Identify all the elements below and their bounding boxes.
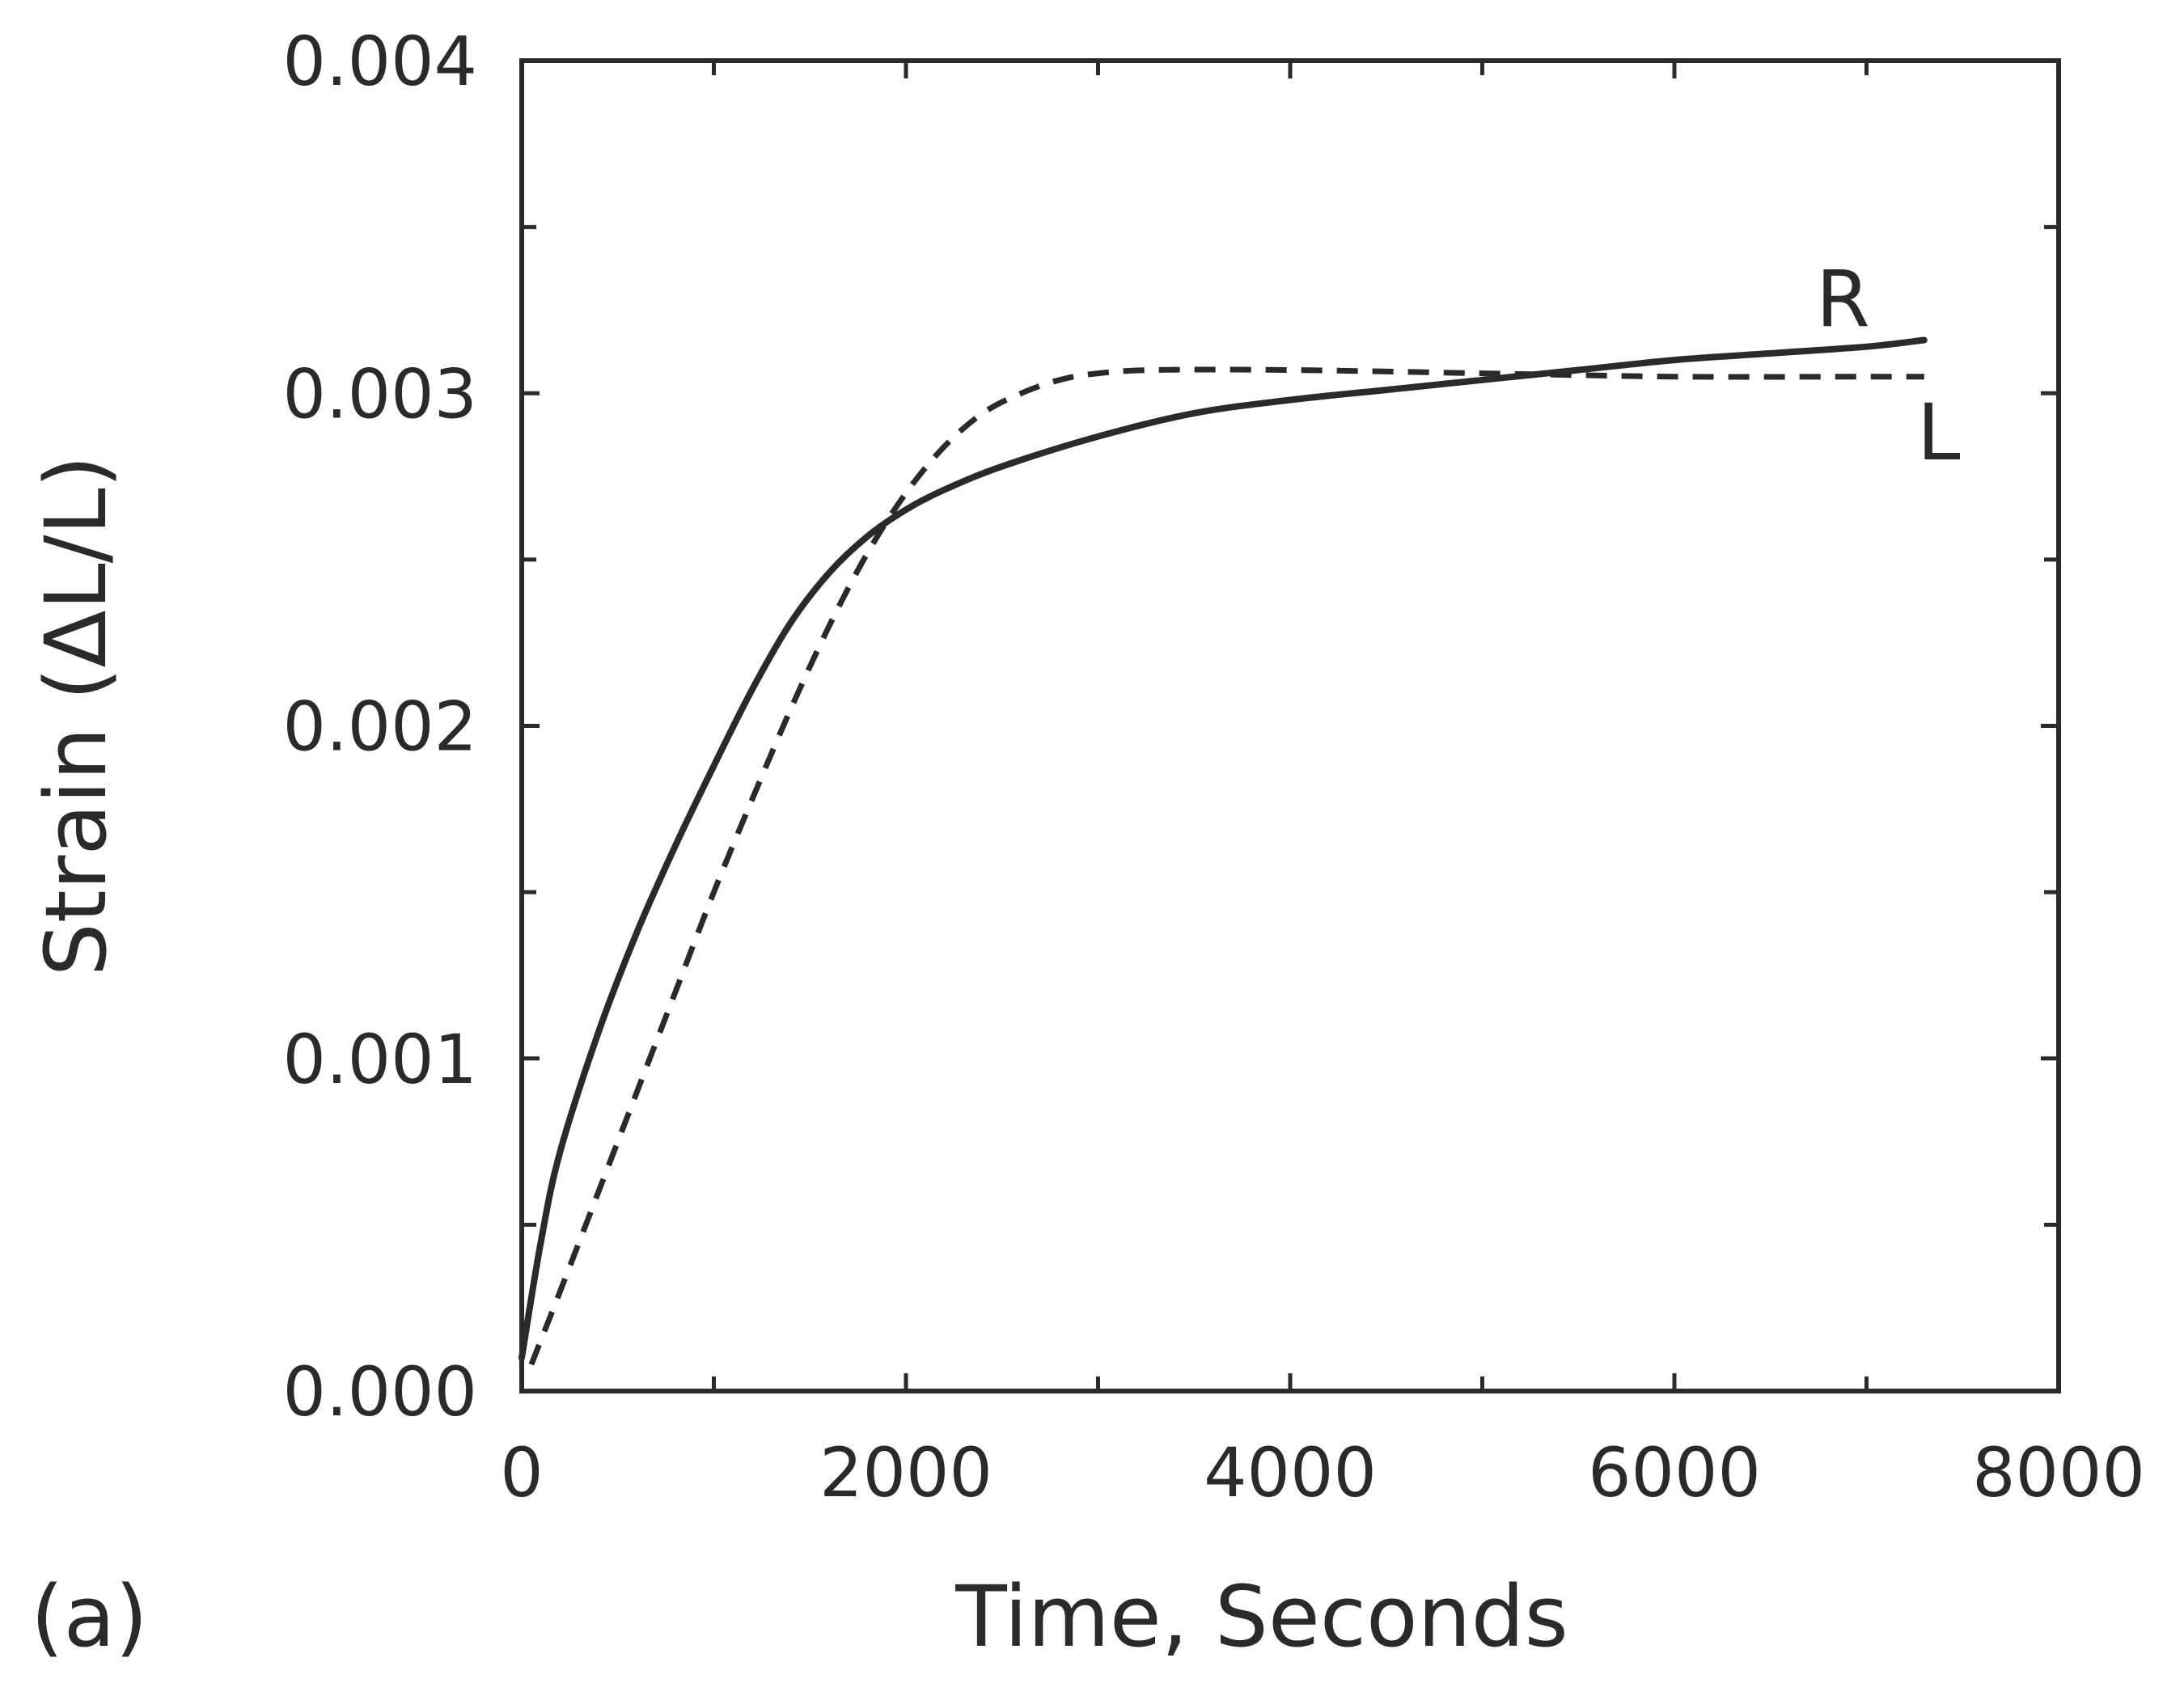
series-line-r	[518, 336, 1928, 1361]
panel-label: (a)	[31, 1567, 148, 1666]
y-tick-label: 0.001	[283, 1020, 477, 1099]
x-axis-label: Time, Seconds	[954, 1567, 1568, 1666]
y-tick-label: 0.003	[283, 354, 477, 433]
y-tick-label: 0.004	[283, 22, 477, 101]
x-tick-label: 4000	[1204, 1433, 1377, 1512]
x-tick-label: 0	[500, 1433, 543, 1512]
curve-label-r: R	[1816, 254, 1870, 345]
y-axis-label: Strain (ΔL/L)	[27, 455, 125, 976]
x-tick-label: 2000	[819, 1433, 993, 1512]
tick-layer: 0 2000 4000 6000 8000 0.000 0.001 0.002 0.003 0.0…	[283, 22, 2145, 1512]
series-layer	[518, 336, 1928, 1366]
x-tick-label: 6000	[1588, 1433, 1761, 1512]
series-line-l	[528, 366, 1924, 1366]
curve-label-l: L	[1917, 387, 1960, 478]
x-tick-label: 8000	[1972, 1433, 2145, 1512]
y-tick-label: 0.002	[283, 687, 477, 767]
y-tick-label: 0.000	[283, 1352, 477, 1431]
